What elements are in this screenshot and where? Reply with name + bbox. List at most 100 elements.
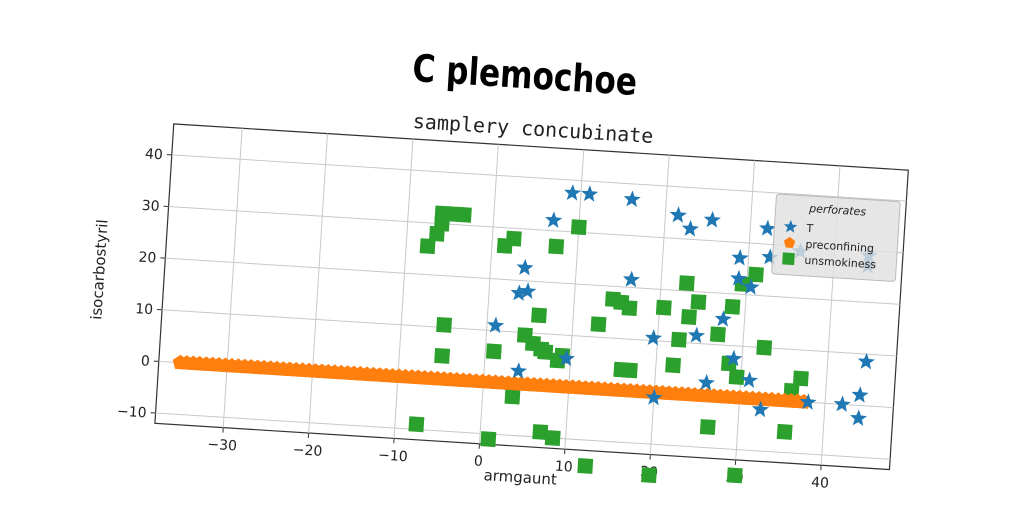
x-grid-line [735,160,756,460]
x-grid-line [393,138,414,439]
t-point [799,393,817,410]
unsmokiness-point [577,458,594,474]
legend-marker-preconfining [783,236,796,248]
unsmokiness-point [641,467,657,484]
x-tick-label: −10 [378,447,408,465]
y-grid-line [171,154,907,202]
legend-marker-t [783,219,798,233]
y-tick-label: 20 [138,249,157,266]
unsmokiness-point [671,331,687,348]
unsmokiness-point [699,419,716,435]
legend-title: perforates [808,202,867,219]
t-point [681,219,699,237]
y-tick-label: 0 [140,353,150,370]
x-grid-line [564,149,585,450]
t-point [761,248,779,265]
unsmokiness-point [436,316,453,333]
unsmokiness-point [724,298,741,315]
y-tick-label: 40 [144,146,163,163]
x-tick-label: −20 [292,442,322,460]
t-point [742,278,760,295]
t-point [487,316,505,334]
unsmokiness-point [621,300,638,317]
t-point [725,349,743,367]
unsmokiness-point [570,219,587,236]
t-point [564,184,582,201]
x-grid-line [308,133,328,434]
y-tick-label: 30 [141,198,160,215]
unsmokiness-point [548,238,565,255]
chart-title: C plemochoe [411,47,638,105]
t-point [545,211,563,228]
x-tick-label: 40 [811,475,830,492]
legend-item-preconfining: preconfining [805,238,874,255]
y-axis-label: isocarbostyril [87,219,111,320]
unsmokiness-point [678,275,695,292]
y-tick-label: 10 [135,301,154,318]
y-grid-line [165,257,900,305]
t-point [731,249,749,266]
legend-item-unsmokiness: unsmokiness [804,254,877,271]
t-point [851,386,869,403]
unsmokiness-point [783,382,800,399]
t-point [519,282,537,299]
t-point [703,211,721,228]
t-point [509,362,528,379]
unsmokiness-point [681,309,697,325]
unsmokiness-point [655,299,672,316]
x-grid-line [478,144,499,444]
unsmokiness-point [665,357,682,374]
legend-item-t: T [805,222,814,235]
unsmokiness-point [544,430,561,446]
t-point [714,310,732,327]
unsmokiness-point [504,388,521,405]
t-point [510,284,528,301]
unsmokiness-point [455,206,472,223]
unsmokiness-point [776,423,793,440]
unsmokiness-point [709,326,726,343]
t-point [557,349,576,367]
unsmokiness-point [532,424,549,440]
unsmokiness-point [690,294,707,311]
unsmokiness-point [726,467,743,484]
unsmokiness-point [434,347,451,364]
unsmokiness-point [747,266,764,283]
x-tick-label: 10 [554,459,573,476]
x-tick-label: −30 [207,437,237,455]
unsmokiness-point [496,237,513,254]
unsmokiness-point [408,416,425,433]
t-point [623,190,641,207]
t-point [759,219,777,237]
y-tick-label: −10 [117,404,147,422]
t-point [645,388,663,406]
unsmokiness-point [428,225,445,242]
unsmokiness-point [537,344,554,360]
x-tick-label: 0 [473,453,483,470]
y-grid-line [155,412,891,460]
unsmokiness-point [485,343,502,360]
t-point [857,352,875,370]
data-marks [172,184,878,484]
t-point [751,400,770,418]
unsmokiness-point [756,339,773,356]
unsmokiness-point [419,238,436,255]
t-point [516,258,534,276]
t-point [833,395,851,412]
t-point [740,371,759,388]
t-point [644,329,663,346]
t-point [687,326,706,344]
t-point [622,270,641,288]
unsmokiness-point [792,370,809,387]
legend-box [771,193,901,282]
unsmokiness-point [621,362,638,379]
unsmokiness-point [590,316,607,333]
x-grid-line [222,128,243,428]
t-point [730,269,748,287]
unsmokiness-point [480,431,497,448]
unsmokiness-point [728,369,745,385]
t-point [849,409,868,426]
t-point [697,373,715,391]
